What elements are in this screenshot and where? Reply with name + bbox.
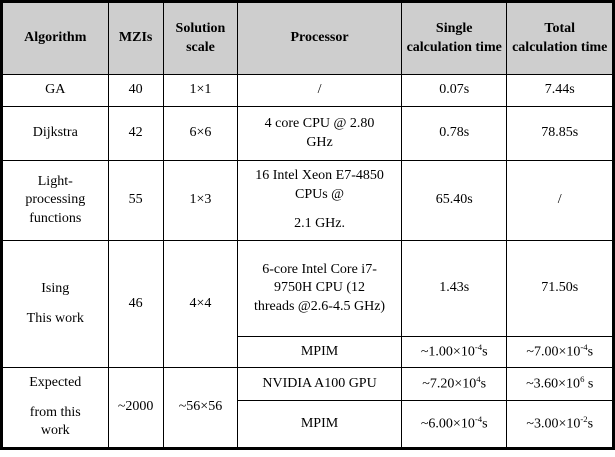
light-algorithm-cell: Light-processing functions [1, 160, 109, 241]
table-row-ga: GA 40 1×1 / 0.07s 7.44s [1, 74, 614, 107]
header-total-calculation-time: Total calculation time [506, 1, 614, 75]
light-total-time-cell: / [506, 160, 614, 241]
table-row-dijkstra: Dijkstra 42 6×6 4 core CPU @ 2.80 GHz 0.… [1, 106, 614, 161]
expected-scale-cell: ~56×56 [162, 367, 239, 449]
ising-cpu-single-time-cell: 1.43s [400, 240, 508, 337]
expected-gpu-single-time-cell: ~7.20×104s [400, 367, 508, 401]
time-suffix: s [482, 416, 488, 432]
time-base: ~7.00×10 [526, 344, 581, 360]
time-base: ~1.00×10 [420, 344, 475, 360]
dijkstra-mzis-cell: 42 [107, 106, 164, 161]
time-suffix: s [587, 344, 594, 360]
dijkstra-scale-cell: 6×6 [162, 106, 239, 161]
ga-scale-cell: 1×1 [162, 74, 239, 107]
ga-single-time-cell: 0.07s [400, 74, 508, 107]
time-base: ~6.00×10 [420, 416, 475, 432]
ga-mzis-cell: 40 [107, 74, 164, 107]
expected-mpim-single-time-cell: ~6.00×10-4s [400, 400, 508, 449]
table-row-expected-mpim: MPIM ~6.00×10-4s ~3.00×10-2s [2, 400, 614, 449]
time-suffix: s [587, 416, 594, 432]
header-processor: Processor [237, 1, 402, 75]
processor-line: 16 Intel Xeon E7-4850 CPUs @ [255, 168, 384, 202]
time-base: ~3.00×10 [526, 416, 581, 432]
expected-algorithm-cell: Expected from this work [1, 367, 109, 449]
dijkstra-processor-cell: 4 core CPU @ 2.80 GHz [237, 106, 402, 161]
light-scale-cell: 1×3 [162, 160, 239, 241]
time-exponent: 6 [580, 373, 585, 384]
ising-scale-cell: 4×4 [162, 240, 239, 368]
time-suffix: s [480, 376, 487, 392]
time-exponent: -4 [580, 341, 588, 352]
expected-mzis-cell: ~2000 [107, 367, 164, 449]
algorithm-line: from this work [29, 404, 81, 439]
light-single-time-cell: 65.40s [400, 160, 508, 241]
table-row-light-processing: Light-processing functions 55 1×3 16 Int… [1, 160, 614, 241]
light-mzis-cell: 55 [107, 160, 164, 241]
dijkstra-single-time-cell: 0.78s [400, 106, 508, 161]
ising-mzis-cell: 46 [107, 240, 164, 368]
time-suffix: s [584, 376, 594, 392]
header-single-calculation-time: Single calculation time [400, 1, 508, 75]
table-header-row: Algorithm MZIs Solution scale Processor … [1, 1, 614, 75]
time-base: ~7.20×10 [422, 376, 477, 392]
ising-cpu-processor-cell: 6-core Intel Core i7-9750H CPU (12 threa… [237, 240, 402, 337]
ising-algorithm-cell: Ising This work [1, 240, 109, 368]
dijkstra-total-time-cell: 78.85s [506, 106, 614, 161]
time-exponent: -4 [474, 413, 483, 424]
expected-gpu-processor-cell: NVIDIA A100 GPU [237, 367, 402, 401]
light-processor-cell: 16 Intel Xeon E7-4850 CPUs @ 2.1 GHz. [237, 160, 402, 241]
header-mzis: MZIs [107, 1, 164, 75]
ising-mpim-processor-cell: MPIM [237, 336, 402, 368]
expected-mpim-processor-cell: MPIM [237, 400, 402, 449]
ga-total-time-cell: 7.44s [506, 74, 614, 107]
ga-processor-cell: / [237, 74, 402, 107]
time-exponent: 4 [476, 373, 481, 384]
time-exponent: -2 [580, 413, 588, 424]
table-row-ising-cpu: Ising This work 46 4×4 6-core Intel Core… [1, 240, 614, 368]
algorithm-line: Ising [41, 281, 70, 297]
time-exponent: -4 [474, 341, 483, 352]
ising-cpu-total-time-cell: 71.50s [506, 240, 614, 337]
ga-algorithm-cell: GA [1, 74, 109, 107]
header-solution-scale: Solution scale [162, 1, 239, 75]
time-base: ~3.60×10 [526, 376, 581, 392]
time-suffix: s [482, 344, 488, 360]
processor-line: 2.1 GHz. [294, 216, 345, 232]
ising-mpim-total-time-cell: ~7.00×10-4s [506, 336, 614, 368]
ising-mpim-single-time-cell: ~1.00×10-4s [400, 336, 508, 368]
algorithm-line: Expected [29, 375, 82, 391]
expected-mpim-total-time-cell: ~3.00×10-2s [506, 400, 614, 449]
expected-gpu-total-time-cell: ~3.60×106 s [506, 367, 614, 401]
algorithm-line: This work [26, 310, 84, 326]
dijkstra-algorithm-cell: Dijkstra [1, 106, 109, 161]
table-row-expected-gpu: Expected from this work ~2000 ~56×56 NVI… [1, 367, 614, 449]
header-algorithm: Algorithm [1, 1, 109, 75]
